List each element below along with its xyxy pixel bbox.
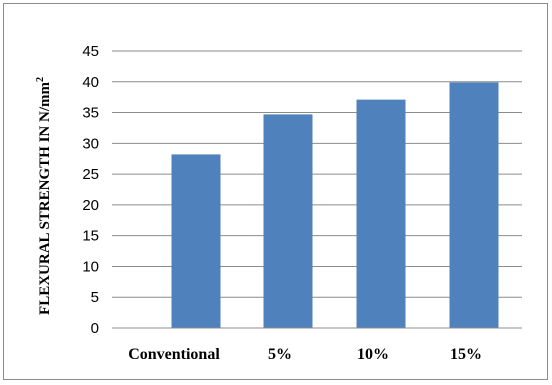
y-tick-label: 5 [91, 289, 99, 306]
y-tick-label: 45 [82, 43, 99, 60]
y-tick-label: 0 [91, 320, 99, 337]
y-tick-label: 25 [82, 166, 99, 183]
x-category-label: 15% [450, 346, 482, 363]
y-tick-label: 40 [82, 74, 99, 91]
bar-5 [263, 114, 313, 328]
y-tick-label: 20 [82, 197, 99, 214]
y-axis-title: FLEXURAL STRENGTH IN N/mm2 [35, 77, 53, 315]
bar-10 [356, 99, 406, 328]
y-tick-labels: 0 5 10 15 20 25 30 35 40 45 [82, 43, 99, 337]
y-tick-label: 30 [82, 135, 99, 152]
y-tick-label: 35 [82, 105, 99, 122]
y-tick-label: 15 [82, 228, 99, 245]
bars [171, 82, 499, 328]
bar-conventional [171, 154, 221, 328]
x-category-labels: Conventional 5% 10% 15% [128, 346, 482, 363]
y-tick-label: 10 [82, 258, 99, 275]
x-category-label: Conventional [128, 346, 220, 363]
bar-15 [449, 82, 499, 328]
x-category-label: 5% [268, 346, 292, 363]
x-category-label: 10% [357, 346, 389, 363]
y-axis-title-text: FLEXURAL STRENGTH IN N/mm [37, 82, 53, 315]
y-axis-title-superscript: 2 [35, 77, 46, 82]
